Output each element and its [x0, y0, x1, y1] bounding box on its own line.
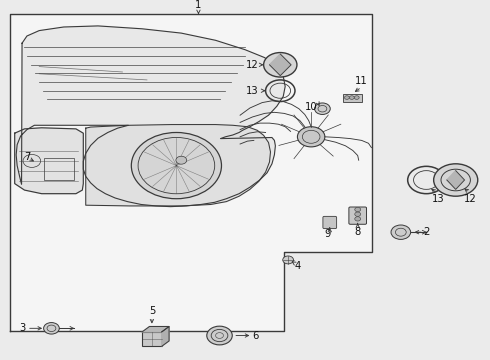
- Bar: [343, 94, 362, 102]
- Text: 13: 13: [246, 86, 259, 96]
- Circle shape: [264, 53, 297, 77]
- Text: 6: 6: [252, 330, 259, 341]
- Text: 2: 2: [423, 227, 430, 237]
- Polygon shape: [162, 327, 169, 346]
- Circle shape: [355, 212, 361, 216]
- Text: 10: 10: [305, 102, 318, 112]
- Polygon shape: [86, 125, 270, 206]
- Text: 12: 12: [464, 194, 477, 204]
- Text: 5: 5: [148, 306, 155, 316]
- Circle shape: [354, 96, 359, 99]
- Circle shape: [349, 96, 354, 99]
- Text: 1: 1: [195, 0, 202, 10]
- Text: 13: 13: [432, 194, 445, 204]
- Circle shape: [283, 256, 294, 264]
- Circle shape: [355, 217, 361, 221]
- Bar: [142, 332, 162, 346]
- Circle shape: [207, 326, 232, 345]
- Text: 12: 12: [246, 60, 259, 70]
- FancyBboxPatch shape: [349, 207, 367, 224]
- Circle shape: [434, 164, 478, 196]
- Polygon shape: [16, 26, 285, 207]
- Circle shape: [391, 225, 411, 239]
- Circle shape: [131, 132, 221, 199]
- Circle shape: [297, 127, 325, 147]
- Polygon shape: [10, 14, 372, 331]
- Polygon shape: [142, 327, 169, 332]
- Polygon shape: [15, 128, 83, 194]
- Text: 9: 9: [324, 229, 331, 239]
- Circle shape: [176, 156, 187, 164]
- Circle shape: [315, 103, 330, 114]
- Bar: [44, 158, 74, 180]
- Circle shape: [344, 96, 349, 99]
- Text: 11: 11: [355, 76, 368, 86]
- FancyBboxPatch shape: [323, 216, 337, 229]
- Polygon shape: [270, 54, 291, 76]
- Text: 7: 7: [24, 152, 31, 162]
- Text: 8: 8: [355, 227, 361, 237]
- Circle shape: [355, 207, 361, 212]
- Polygon shape: [447, 171, 465, 189]
- Circle shape: [44, 323, 59, 334]
- Text: 3: 3: [20, 323, 26, 333]
- Text: 4: 4: [295, 261, 301, 271]
